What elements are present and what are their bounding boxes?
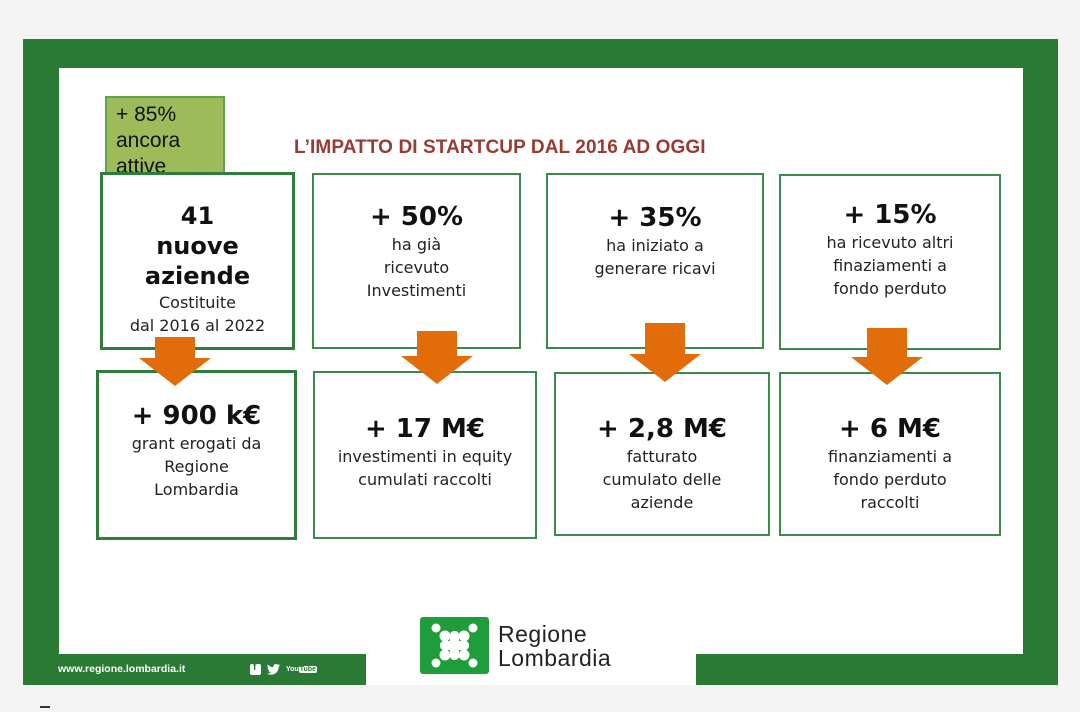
stat-value: + 900 k€ [131, 401, 262, 431]
stat-value: + 6 M€ [839, 414, 941, 444]
stat-box-equity: + 17 M€ investimenti in equity cumulati … [313, 371, 537, 539]
stat-text: Regione [164, 457, 229, 476]
stat-value: + 50% [369, 202, 464, 232]
stat-text: ha ricevuto altri [826, 233, 954, 252]
stat-value: + 15% [843, 200, 937, 230]
stat-text: Costituite [159, 293, 236, 312]
twitter-icon[interactable] [267, 664, 281, 675]
stat-text: Lombardia [154, 480, 239, 499]
stat-text: dal 2016 al 2022 [129, 316, 266, 335]
stat-text: raccolti [860, 493, 920, 512]
logo-line2: Lombardia [498, 645, 612, 671]
stat-value-line3: aziende [144, 262, 251, 290]
stat-value: 41 [180, 202, 215, 230]
stat-text: generare ricavi [594, 259, 716, 278]
stat-text: ha iniziato a [606, 236, 704, 255]
stat-value: + 2,8 M€ [597, 414, 727, 444]
stat-value: + 35% [608, 203, 702, 233]
badge-percent: + 85% [116, 103, 177, 126]
facebook-icon[interactable] [250, 662, 261, 675]
stat-text: Investimenti [366, 281, 467, 300]
stat-box-turnover: + 2,8 M€ fatturato cumulato delle aziend… [554, 372, 770, 536]
footer-bar-right [696, 655, 1058, 685]
stat-text: finanziamenti a [828, 447, 952, 466]
stat-box-investments: + 50% ha già ricevuto Investimenti [312, 173, 521, 349]
youtube-you-label: You [286, 666, 299, 673]
stat-value: + 17 M€ [364, 414, 486, 444]
stat-text: fondo perduto [833, 470, 947, 489]
youtube-icon[interactable]: YouTube [286, 664, 317, 675]
stat-box-grant-amount: + 900 k€ grant erogati da Regione Lombar… [96, 370, 297, 540]
stat-text: cumulati raccolti [358, 470, 492, 489]
stat-text: ha già [391, 235, 442, 254]
stat-box-grants: + 15% ha ricevuto altri finaziamenti a f… [779, 174, 1001, 350]
youtube-tube-label: Tube [298, 666, 317, 673]
stat-text: aziende [630, 493, 694, 512]
regione-lombardia-logo-text: Regione Lombardia [498, 622, 611, 670]
stat-text: ricevuto [383, 258, 450, 277]
website-link[interactable]: www.regione.lombardia.it [58, 663, 186, 675]
stat-text: fatturato [626, 447, 698, 466]
stat-value-line2: nuove [156, 232, 239, 260]
stat-text: cumulato delle [602, 470, 722, 489]
stat-box-funds-raised: + 6 M€ finanziamenti a fondo perduto rac… [779, 372, 1001, 536]
active-badge: + 85% ancora attive [105, 96, 225, 184]
stat-text: finaziamenti a [833, 256, 947, 275]
divider [40, 706, 50, 708]
badge-line2: ancora [116, 129, 181, 152]
logo-line1: Regione [498, 621, 588, 647]
slide-title: L’IMPATTO DI STARTCUP DAL 2016 AD OGGI [294, 137, 706, 158]
stat-text: fondo perduto [833, 279, 947, 298]
stat-text: investimenti in equity [337, 447, 513, 466]
regione-lombardia-logo-icon [420, 617, 489, 674]
stat-text: grant erogati da [131, 434, 262, 453]
stat-box-new-companies: 41 nuove aziende Costituite dal 2016 al … [100, 172, 295, 350]
